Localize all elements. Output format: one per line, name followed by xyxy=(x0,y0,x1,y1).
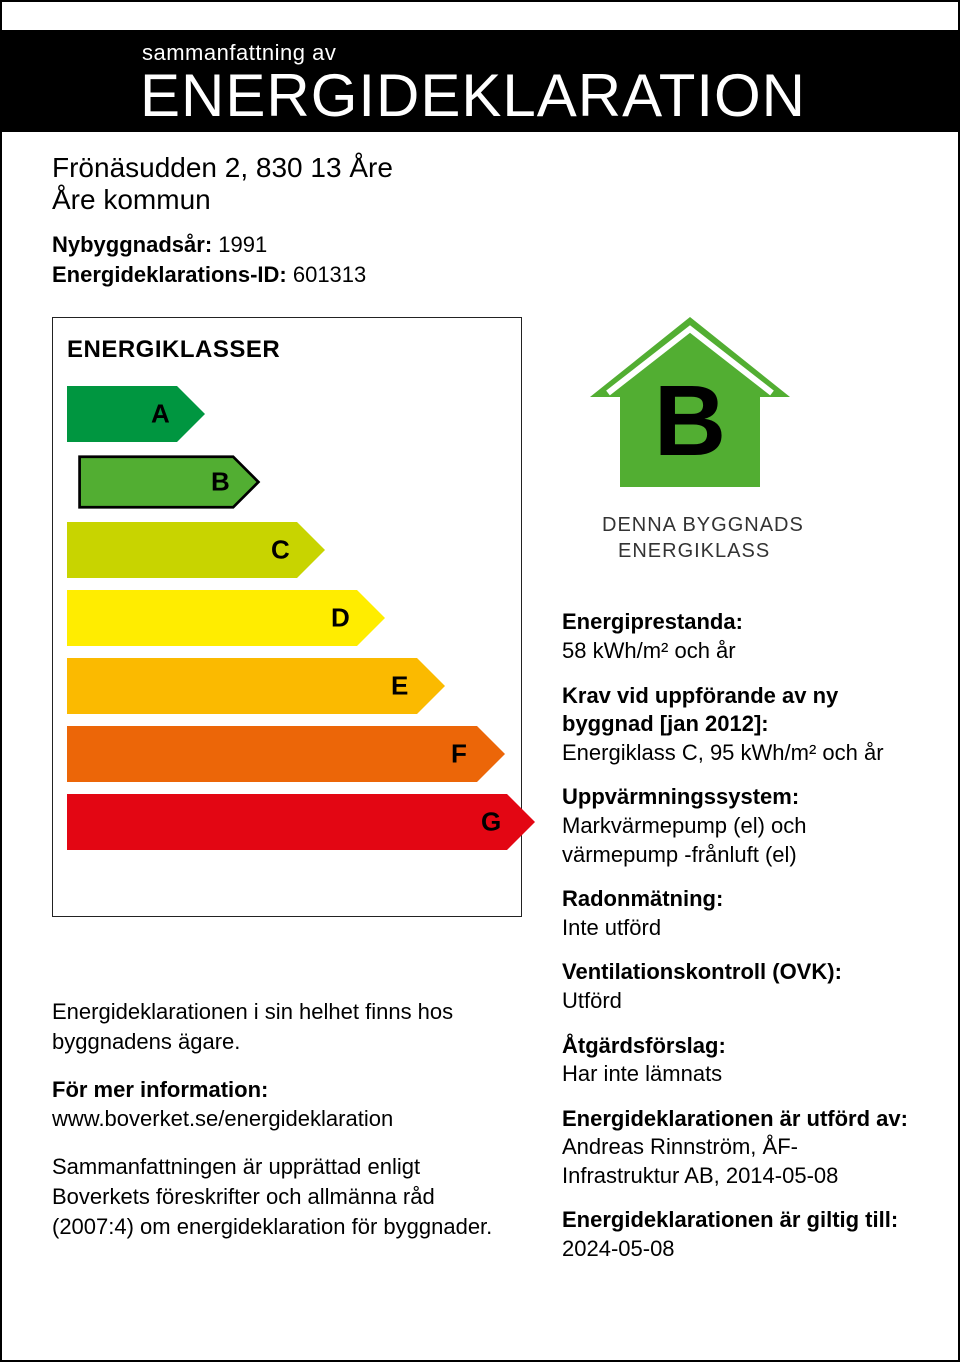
content: Frönäsudden 2, 830 13 Åre Åre kommun Nyb… xyxy=(2,132,958,1280)
detail-label: Energiprestanda: xyxy=(562,608,908,637)
meta-block: Nybyggnadsår: 1991 Energideklarations-ID… xyxy=(52,230,908,289)
energy-arrow-icon xyxy=(67,386,205,442)
left-info-more-url: www.boverket.se/energideklaration xyxy=(52,1104,522,1134)
header-title: ENERGIDEKLARATION xyxy=(2,66,958,126)
energy-arrow-label: B xyxy=(211,467,230,498)
detail-item: Krav vid uppförande av ny byggnad [jan 2… xyxy=(562,682,908,768)
header-band: sammanfattning av ENERGIDEKLARATION xyxy=(2,30,958,132)
house-letter: B xyxy=(654,365,726,477)
house-caption-2: ENERGIKLASS xyxy=(602,538,908,564)
left-info-footer: Sammanfattningen är upprättad enligt Bov… xyxy=(52,1152,522,1241)
address-line-2: Åre kommun xyxy=(52,184,908,216)
address-line-1: Frönäsudden 2, 830 13 Åre xyxy=(52,152,908,184)
detail-label: Radonmätning: xyxy=(562,885,908,914)
column-right: B DENNA BYGGNADS ENERGIKLASS Energiprest… xyxy=(562,317,908,1279)
energy-class-chart: ENERGIKLASSER A B C D E F G xyxy=(52,317,522,917)
detail-label: Uppvärmningssystem: xyxy=(562,783,908,812)
detail-label: Energideklarationen är utförd av: xyxy=(562,1105,908,1134)
detail-label: Energideklarationen är giltig till: xyxy=(562,1206,908,1235)
energy-arrow-icon xyxy=(67,726,505,782)
energy-arrow-label: F xyxy=(451,739,467,770)
meta-id-label: Energideklarations-ID: xyxy=(52,262,287,287)
detail-item: Åtgärdsförslag:Har inte lämnats xyxy=(562,1032,908,1089)
energy-arrow-label: E xyxy=(391,671,408,702)
page: sammanfattning av ENERGIDEKLARATION Frön… xyxy=(0,0,960,1362)
detail-label: Ventilationskontroll (OVK): xyxy=(562,958,908,987)
arrows-container: A B C D E F G xyxy=(67,386,507,850)
left-info-more-label: För mer information: xyxy=(52,1075,522,1105)
detail-value: Inte utförd xyxy=(562,914,908,943)
detail-item: Energiprestanda:58 kWh/m² och år xyxy=(562,608,908,665)
detail-value: Markvärmepump (el) och värmepump -frånlu… xyxy=(562,812,908,869)
details-list: Energiprestanda:58 kWh/m² och år Krav vid… xyxy=(562,608,908,1263)
detail-item: Energideklarationen är giltig till:2024-… xyxy=(562,1206,908,1263)
meta-year-value: 1991 xyxy=(218,232,267,257)
energy-arrow-label: G xyxy=(481,807,501,838)
detail-item: Radonmätning:Inte utförd xyxy=(562,885,908,942)
energy-arrow-row: G xyxy=(67,794,507,850)
house-caption-1: DENNA BYGGNADS xyxy=(602,512,908,538)
detail-value: Utförd xyxy=(562,987,908,1016)
energy-arrow-row: A xyxy=(67,386,507,442)
energy-arrow-icon xyxy=(67,794,535,850)
energy-arrow-row: B xyxy=(67,454,507,510)
left-info: Energideklarationen i sin helhet finns h… xyxy=(52,997,522,1241)
meta-year: Nybyggnadsår: 1991 xyxy=(52,230,908,260)
address-block: Frönäsudden 2, 830 13 Åre Åre kommun xyxy=(52,152,908,216)
energy-arrow-label: D xyxy=(331,603,350,634)
house-caption: DENNA BYGGNADS ENERGIKLASS xyxy=(602,512,908,564)
energy-arrow-row: C xyxy=(67,522,507,578)
meta-id: Energideklarations-ID: 601313 xyxy=(52,260,908,290)
meta-year-label: Nybyggnadsår: xyxy=(52,232,212,257)
detail-label: Åtgärdsförslag: xyxy=(562,1032,908,1061)
energy-arrow-row: E xyxy=(67,658,507,714)
detail-item: Energideklarationen är utförd av:Andreas… xyxy=(562,1105,908,1191)
energy-arrow-icon xyxy=(67,454,271,510)
detail-label: Krav vid uppförande av ny byggnad [jan 2… xyxy=(562,682,908,739)
meta-id-value: 601313 xyxy=(293,262,366,287)
detail-value: 58 kWh/m² och år xyxy=(562,637,908,666)
energy-arrow-label: C xyxy=(271,535,290,566)
energy-arrow-label: A xyxy=(151,399,170,430)
energy-arrow-row: F xyxy=(67,726,507,782)
detail-value: Har inte lämnats xyxy=(562,1060,908,1089)
chart-title: ENERGIKLASSER xyxy=(67,336,507,364)
detail-item: Uppvärmningssystem:Markvärmepump (el) oc… xyxy=(562,783,908,869)
detail-value: Energiklass C, 95 kWh/m² och år xyxy=(562,739,908,768)
detail-item: Ventilationskontroll (OVK):Utförd xyxy=(562,958,908,1015)
energy-arrow-icon xyxy=(67,658,445,714)
column-left: ENERGIKLASSER A B C D E F G Energideklaratione… xyxy=(52,317,522,1279)
left-info-more: För mer information: www.boverket.se/ene… xyxy=(52,1075,522,1134)
left-info-line1: Energideklarationen i sin helhet finns h… xyxy=(52,997,522,1056)
columns: ENERGIKLASSER A B C D E F G Energideklaratione… xyxy=(52,317,908,1279)
detail-value: 2024-05-08 xyxy=(562,1235,908,1264)
detail-value: Andreas Rinnström, ÅF-Infrastruktur AB, … xyxy=(562,1133,908,1190)
energy-arrow-row: D xyxy=(67,590,507,646)
house-icon: B xyxy=(590,317,790,497)
